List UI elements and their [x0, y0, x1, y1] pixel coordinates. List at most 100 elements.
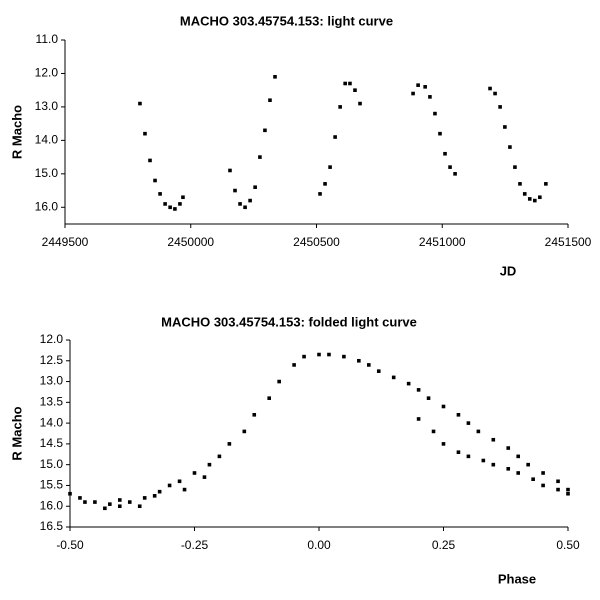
data-point: [357, 358, 361, 363]
data-point: [343, 81, 347, 86]
chart-title: MACHO 303.45754.153: light curve: [180, 13, 393, 28]
y-tick-label: 14.0: [35, 133, 59, 147]
data-point: [544, 182, 548, 186]
data-point: [93, 500, 97, 504]
data-point: [353, 88, 357, 92]
data-point: [243, 205, 247, 210]
data-point: [358, 101, 362, 106]
data-point: [202, 475, 207, 479]
data-point: [137, 504, 142, 509]
data-point: [127, 500, 132, 504]
data-point: [318, 192, 322, 196]
x-tick-label: 2451000: [419, 235, 466, 249]
data-point: [217, 454, 222, 459]
data-point: [556, 479, 560, 484]
data-point: [227, 442, 232, 446]
data-point: [433, 111, 437, 116]
data-point: [391, 375, 396, 380]
data-point: [158, 192, 162, 196]
data-point: [466, 421, 471, 425]
x-tick-label: 0.50: [556, 538, 580, 552]
data-point: [481, 458, 486, 463]
y-tick-label: 15.0: [40, 457, 64, 471]
data-point: [531, 477, 535, 482]
y-tick-label: 16.0: [35, 199, 59, 213]
data-point: [348, 81, 352, 86]
y-tick-label: 13.5: [40, 395, 64, 409]
data-point: [273, 75, 277, 79]
y-tick-label: 12.0: [40, 332, 64, 346]
data-point: [441, 442, 446, 446]
data-point: [118, 498, 122, 502]
data-point: [513, 165, 517, 169]
data-point: [233, 188, 237, 193]
data-point: [438, 131, 442, 136]
data-point: [443, 151, 447, 156]
data-point: [167, 483, 172, 488]
data-point: [292, 363, 296, 367]
data-point: [263, 128, 267, 133]
x-axis-title: JD: [500, 263, 517, 278]
data-point: [491, 437, 496, 442]
data-point: [493, 91, 497, 96]
data-point: [192, 471, 197, 475]
data-point: [252, 413, 257, 417]
data-point: [148, 158, 152, 163]
data-point: [367, 363, 371, 367]
data-point: [207, 462, 212, 467]
data-point: [143, 131, 147, 136]
data-point: [431, 429, 436, 434]
data-point: [317, 352, 321, 357]
data-point: [456, 413, 461, 417]
data-point: [242, 429, 247, 434]
data-point: [268, 98, 272, 103]
data-point: [411, 91, 415, 96]
data-point: [416, 388, 421, 392]
data-point: [277, 379, 281, 384]
data-point: [178, 202, 182, 206]
data-point: [506, 467, 511, 471]
data-point: [142, 496, 147, 500]
data-point: [508, 145, 512, 149]
x-tick-label: -0.50: [56, 538, 84, 552]
data-point: [258, 155, 262, 159]
data-point: [533, 198, 537, 203]
data-point: [103, 506, 107, 511]
data-point: [503, 125, 507, 129]
data-point: [556, 487, 560, 492]
y-tick-label: 12.0: [35, 66, 59, 80]
data-point: [182, 487, 187, 492]
data-point: [328, 165, 332, 169]
y-tick-label: 15.5: [40, 478, 64, 492]
data-point: [163, 202, 167, 206]
data-point: [267, 396, 271, 400]
data-point: [376, 369, 381, 373]
y-tick-label: 13.0: [35, 99, 59, 113]
data-point: [327, 352, 331, 357]
data-point: [426, 396, 431, 400]
data-point: [498, 105, 502, 109]
x-tick-label: 2450500: [293, 235, 340, 249]
y-tick-label: 13.0: [40, 374, 64, 388]
data-point: [566, 491, 570, 496]
data-point: [476, 429, 481, 434]
y-tick-label: 15.0: [35, 166, 59, 180]
data-point: [541, 471, 545, 475]
data-point: [566, 487, 570, 492]
y-tick-label: 11.0: [36, 32, 59, 46]
data-point: [302, 354, 306, 359]
data-point: [248, 198, 252, 203]
data-point: [526, 462, 530, 467]
data-point: [527, 197, 532, 201]
data-point: [153, 178, 157, 183]
data-point: [541, 483, 545, 488]
data-point: [491, 462, 496, 467]
data-point: [406, 381, 411, 386]
data-point: [78, 496, 82, 500]
data-point: [118, 504, 122, 509]
data-point: [157, 489, 162, 494]
data-point: [516, 454, 520, 459]
data-point: [441, 404, 446, 409]
data-point: [333, 135, 337, 139]
